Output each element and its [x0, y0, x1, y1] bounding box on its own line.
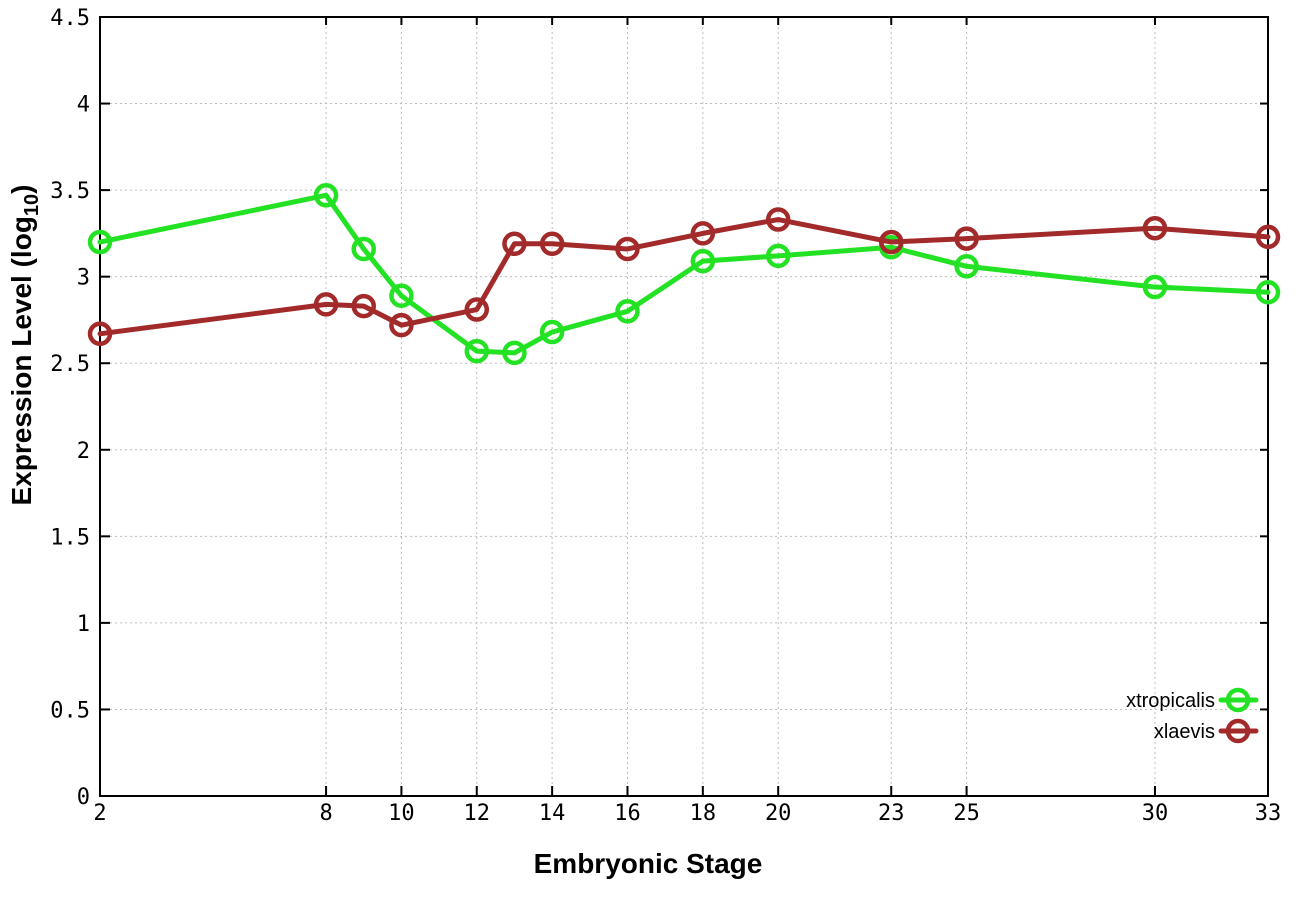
- x-axis-title: Embryonic Stage: [533, 848, 763, 879]
- y-tick-label: 3: [77, 266, 90, 291]
- data-point-xlaevis: [351, 293, 376, 319]
- data-point-xtropicalis: [539, 319, 565, 345]
- x-tick-label: 8: [319, 801, 332, 826]
- x-tick-label: 14: [539, 801, 566, 826]
- y-tick-label: 0: [77, 785, 90, 810]
- x-tick-label: 18: [690, 801, 717, 826]
- y-tick-label: 4.5: [50, 6, 90, 31]
- data-point-xlaevis: [87, 321, 113, 347]
- y-tick-label: 2.5: [50, 352, 90, 377]
- data-point-xlaevis: [539, 231, 565, 257]
- data-point-xlaevis: [615, 236, 640, 262]
- x-tick-label: 2: [93, 801, 106, 826]
- y-tick-label: 0.5: [50, 698, 90, 723]
- y-axis-title-subscript: 10: [20, 193, 43, 217]
- data-point-xtropicalis: [351, 236, 376, 262]
- y-tick-label: 1.5: [50, 525, 90, 550]
- data-point-xlaevis: [1142, 215, 1168, 241]
- x-tick-label: 12: [464, 801, 491, 826]
- data-point-xtropicalis: [954, 254, 979, 279]
- series-line-xlaevis: [97, 217, 1271, 337]
- data-point-xlaevis: [389, 312, 414, 338]
- data-point-xlaevis: [878, 229, 904, 255]
- y-axis-title-close: ): [6, 184, 38, 194]
- y-tick-label: 1: [77, 612, 90, 637]
- legend-marker-xlaevis: [1225, 718, 1251, 744]
- plot-border: [99, 16, 1269, 797]
- legend-marker-xtropicalis: [1225, 687, 1251, 713]
- data-point-xtropicalis: [464, 338, 490, 364]
- y-tick-label: 4: [77, 93, 90, 118]
- data-point-xtropicalis: [615, 299, 640, 324]
- y-axis-title: Expression Level (log10): [6, 95, 44, 595]
- data-point-xtropicalis: [765, 243, 791, 269]
- x-tick-label: 20: [765, 801, 792, 826]
- legend-label-xtropicalis: xtropicalis: [1126, 690, 1215, 712]
- data-point-xtropicalis: [87, 229, 113, 255]
- data-point-xlaevis: [690, 221, 716, 246]
- data-point-xlaevis: [313, 292, 339, 317]
- data-point-xlaevis: [765, 207, 791, 232]
- data-point-xlaevis: [464, 297, 490, 322]
- data-point-xtropicalis: [389, 283, 414, 308]
- data-point-xlaevis: [954, 226, 979, 251]
- series-line-xtropicalis: [97, 192, 1271, 356]
- legend-label-xlaevis: xlaevis: [1154, 721, 1215, 743]
- data-point-xlaevis: [502, 231, 527, 257]
- y-axis-title-text: Expression Level (log: [6, 216, 38, 506]
- data-point-xtropicalis: [502, 340, 527, 366]
- x-tick-label: 16: [614, 801, 641, 826]
- y-tick-label: 2: [77, 439, 90, 464]
- x-tick-label: 23: [878, 801, 905, 826]
- data-point-xtropicalis: [313, 183, 339, 208]
- x-tick-label: 25: [953, 801, 980, 826]
- data-point-xtropicalis: [1142, 274, 1168, 300]
- x-tick-label: 30: [1142, 801, 1169, 826]
- y-tick-label: 3.5: [50, 179, 90, 204]
- x-tick-label: 10: [388, 801, 415, 826]
- data-point-xlaevis: [1255, 224, 1281, 250]
- x-tick-label: 33: [1255, 801, 1282, 826]
- data-point-xtropicalis: [690, 248, 716, 274]
- data-point-xtropicalis: [1255, 279, 1281, 305]
